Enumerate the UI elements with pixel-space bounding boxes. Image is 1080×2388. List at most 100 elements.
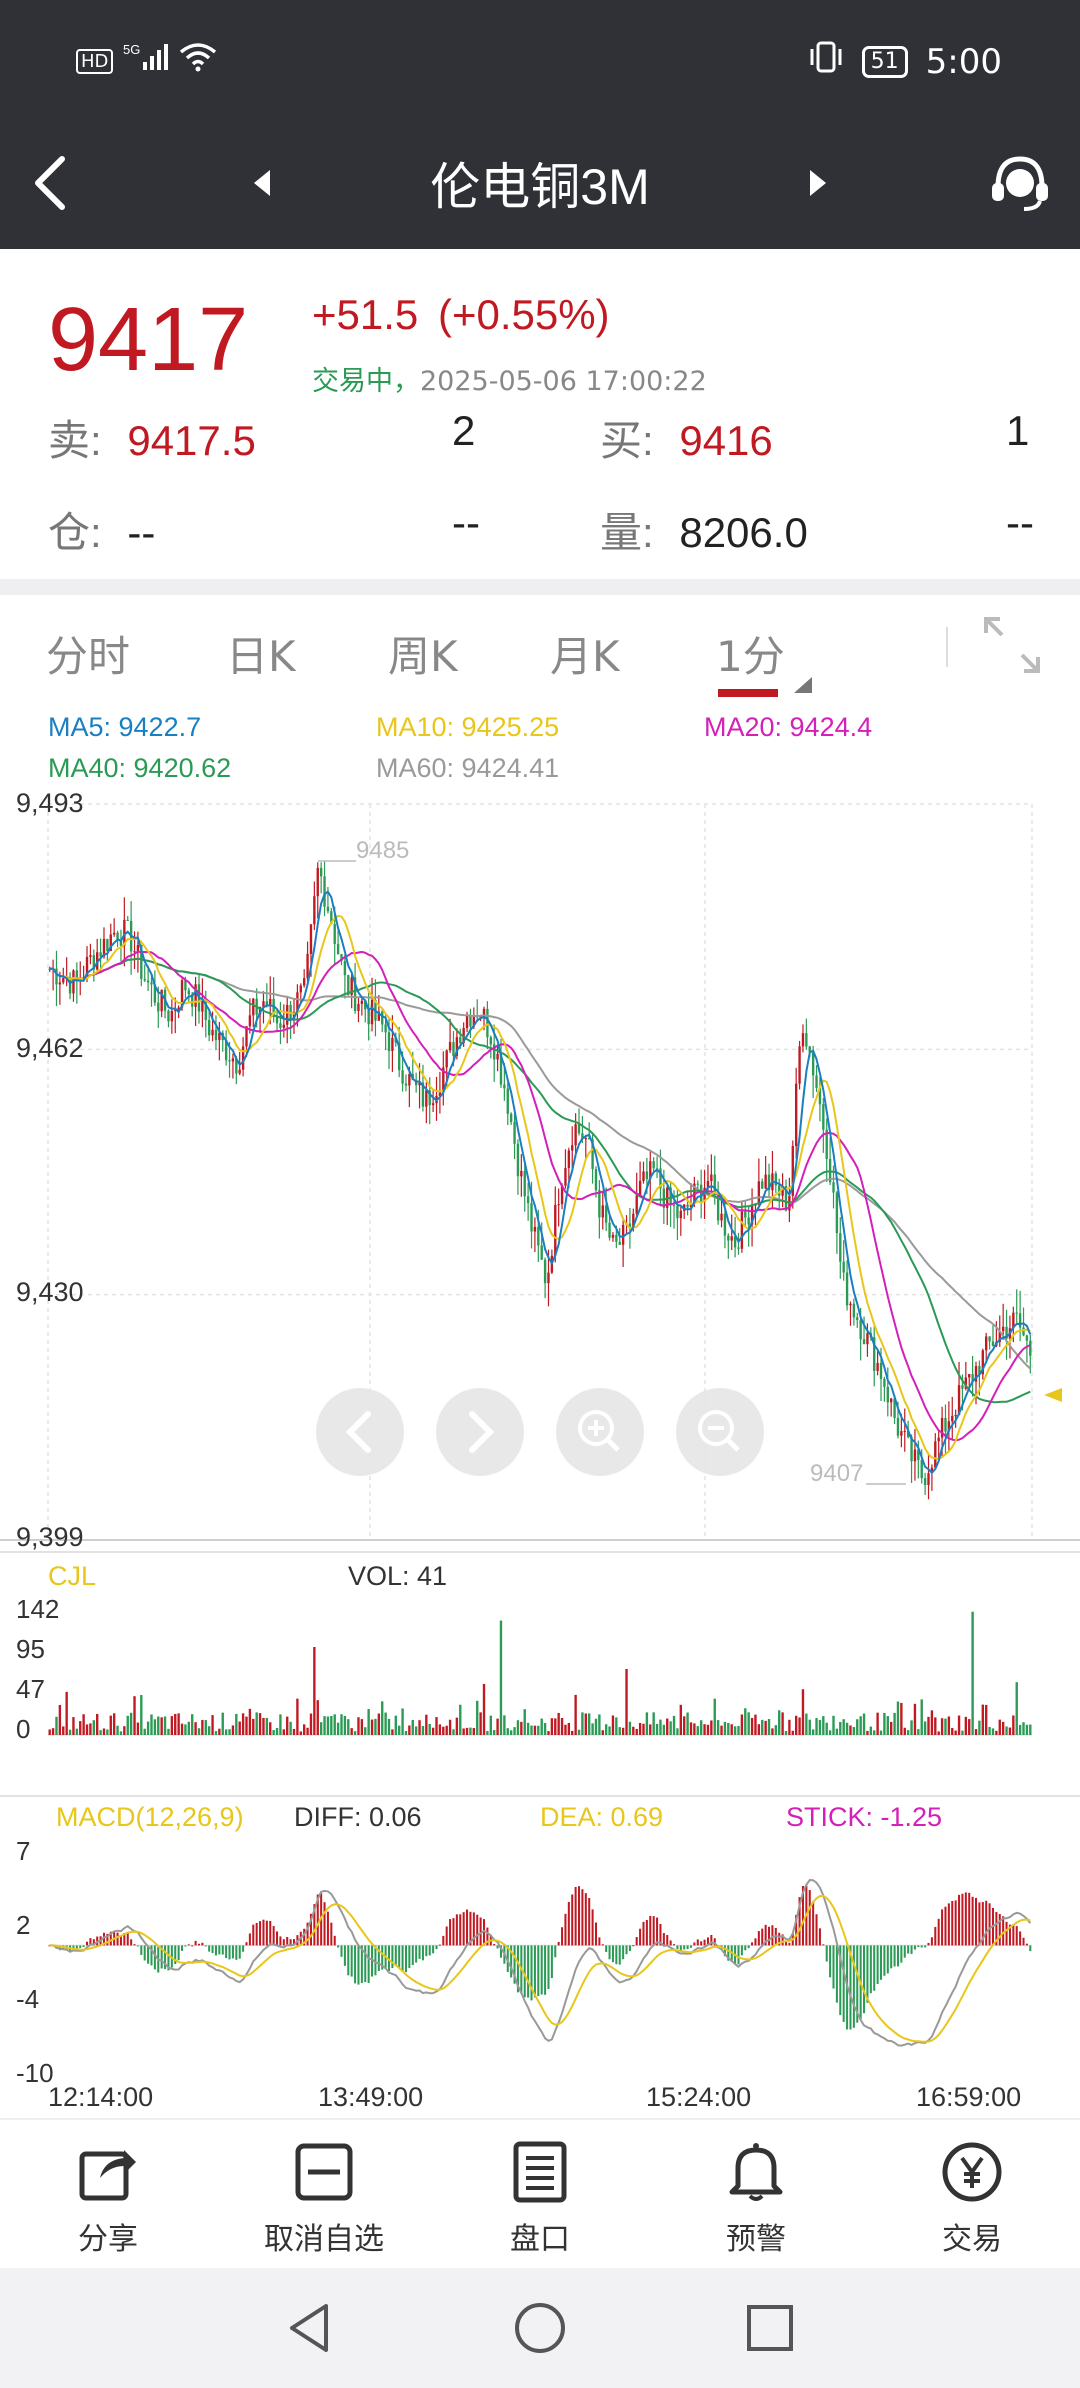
system-home-icon[interactable] bbox=[510, 2298, 570, 2358]
volume-bar bbox=[48, 1729, 51, 1735]
volume-bar bbox=[788, 1719, 791, 1735]
volume-bar bbox=[825, 1722, 828, 1735]
volume-bar bbox=[761, 1719, 764, 1735]
tab-monthly-k[interactable]: 月K bbox=[550, 632, 620, 681]
volume-bar bbox=[126, 1715, 129, 1735]
volume-bar bbox=[79, 1721, 82, 1735]
candle-body bbox=[815, 1075, 818, 1088]
macd-bar bbox=[245, 1942, 248, 1946]
macd-bar bbox=[167, 1945, 170, 1971]
candle-body bbox=[486, 1008, 489, 1038]
volume-bar bbox=[893, 1712, 896, 1735]
volume-bar bbox=[696, 1726, 699, 1735]
dropdown-corner-icon[interactable] bbox=[790, 675, 814, 695]
bottom-action-bar: 分享 取消自选 盘口 预警 交易 bbox=[0, 2118, 1080, 2268]
macd-bar bbox=[608, 1945, 611, 1960]
zoom-in-button[interactable] bbox=[556, 1388, 644, 1476]
candle-body bbox=[757, 1181, 761, 1205]
trade-button[interactable]: 交易 bbox=[872, 2140, 1072, 2258]
macd-bar bbox=[652, 1916, 655, 1946]
candle-body bbox=[645, 1171, 649, 1180]
sell-price: 9417.5 bbox=[127, 417, 256, 464]
macd-bar bbox=[1008, 1924, 1011, 1946]
macd-bar bbox=[408, 1945, 411, 1969]
candle-body bbox=[554, 1204, 557, 1256]
macd-bar bbox=[482, 1919, 486, 1946]
remove-watchlist-button[interactable]: 取消自选 bbox=[224, 2140, 424, 2258]
system-back-icon[interactable] bbox=[280, 2298, 340, 2358]
volume-bar bbox=[302, 1724, 306, 1735]
volume-bar bbox=[360, 1719, 364, 1735]
macd-bar bbox=[934, 1926, 937, 1946]
volume-bar bbox=[866, 1730, 869, 1735]
candle-body bbox=[153, 984, 157, 1003]
candle-body bbox=[879, 1362, 883, 1379]
volume-bar bbox=[879, 1730, 883, 1735]
volume-bar bbox=[112, 1713, 116, 1735]
orderbook-button[interactable]: 盘口 bbox=[440, 2140, 640, 2258]
candle-body bbox=[302, 978, 306, 986]
macd-y-tick-2: 2 bbox=[16, 1910, 30, 1940]
scroll-right-button[interactable] bbox=[436, 1388, 524, 1476]
volume-bar bbox=[370, 1719, 374, 1735]
volume-bar bbox=[350, 1728, 353, 1735]
ma5-legend: MA5: 9422.7 bbox=[48, 712, 202, 742]
volume-bar bbox=[923, 1721, 927, 1735]
candle-body bbox=[632, 1213, 635, 1229]
candle-body bbox=[710, 1174, 713, 1182]
macd-bar bbox=[533, 1945, 536, 1998]
volume-bar bbox=[778, 1710, 781, 1735]
tab-intraday[interactable]: 分时 bbox=[46, 632, 131, 681]
volume-bar bbox=[537, 1725, 540, 1735]
scroll-left-button[interactable] bbox=[316, 1388, 404, 1476]
fullscreen-icon[interactable] bbox=[980, 613, 1044, 677]
macd-bar bbox=[747, 1945, 750, 1949]
candle-body bbox=[438, 1091, 442, 1096]
tab-weekly-k[interactable]: 周K bbox=[388, 632, 458, 681]
volume-bar bbox=[174, 1713, 177, 1735]
prev-triangle-icon[interactable] bbox=[222, 143, 302, 223]
macd-bar bbox=[778, 1932, 781, 1946]
macd-bar bbox=[472, 1912, 475, 1946]
macd-bar bbox=[937, 1918, 940, 1946]
volume-bar bbox=[567, 1722, 571, 1735]
macd-bar bbox=[673, 1944, 676, 1946]
volume-bar bbox=[516, 1720, 520, 1735]
volume-bar bbox=[51, 1728, 55, 1735]
volume-bar bbox=[747, 1712, 750, 1735]
tab-1min[interactable]: 1分 bbox=[716, 632, 785, 681]
share-button[interactable]: 分享 bbox=[8, 2140, 208, 2258]
tab-daily-k[interactable]: 日K bbox=[226, 632, 296, 681]
macd-bar bbox=[567, 1901, 570, 1946]
back-arrow-icon[interactable] bbox=[10, 143, 90, 223]
system-recents-icon[interactable] bbox=[740, 2298, 800, 2358]
volume-bar bbox=[381, 1701, 384, 1735]
macd-y-tick-1: 7 bbox=[16, 1836, 30, 1866]
candle-body bbox=[231, 1058, 235, 1062]
volume-bar bbox=[710, 1720, 713, 1735]
candle-body bbox=[567, 1150, 571, 1169]
candle-body bbox=[191, 994, 194, 1007]
customer-service-icon[interactable] bbox=[980, 143, 1060, 223]
macd-label: MACD(12,26,9) bbox=[56, 1802, 244, 1832]
macd-bar bbox=[486, 1927, 489, 1946]
candle-body bbox=[713, 1174, 716, 1195]
top-nav-bar: 伦电铜3M bbox=[0, 125, 1080, 249]
volume-bar bbox=[146, 1721, 150, 1735]
zoom-out-button[interactable] bbox=[676, 1388, 764, 1476]
candle-body bbox=[102, 938, 106, 957]
next-triangle-icon[interactable] bbox=[778, 143, 858, 223]
alert-button[interactable]: 预警 bbox=[656, 2140, 856, 2258]
candle-body bbox=[740, 1211, 744, 1249]
volume-bar bbox=[873, 1730, 876, 1735]
macd-bar bbox=[601, 1944, 604, 1946]
candle-body bbox=[523, 1170, 526, 1197]
candle-body bbox=[252, 998, 255, 1016]
volume-bar bbox=[143, 1728, 146, 1735]
candle-body bbox=[547, 1272, 550, 1284]
candle-body bbox=[859, 1320, 862, 1340]
buy-row: 买: 9416 bbox=[600, 407, 773, 468]
macd-bar bbox=[863, 1945, 866, 2014]
candle-body bbox=[92, 955, 95, 970]
kline-chart[interactable]: 9,493 9,462 9,430 9,399 9485 9407 bbox=[0, 780, 1080, 2110]
